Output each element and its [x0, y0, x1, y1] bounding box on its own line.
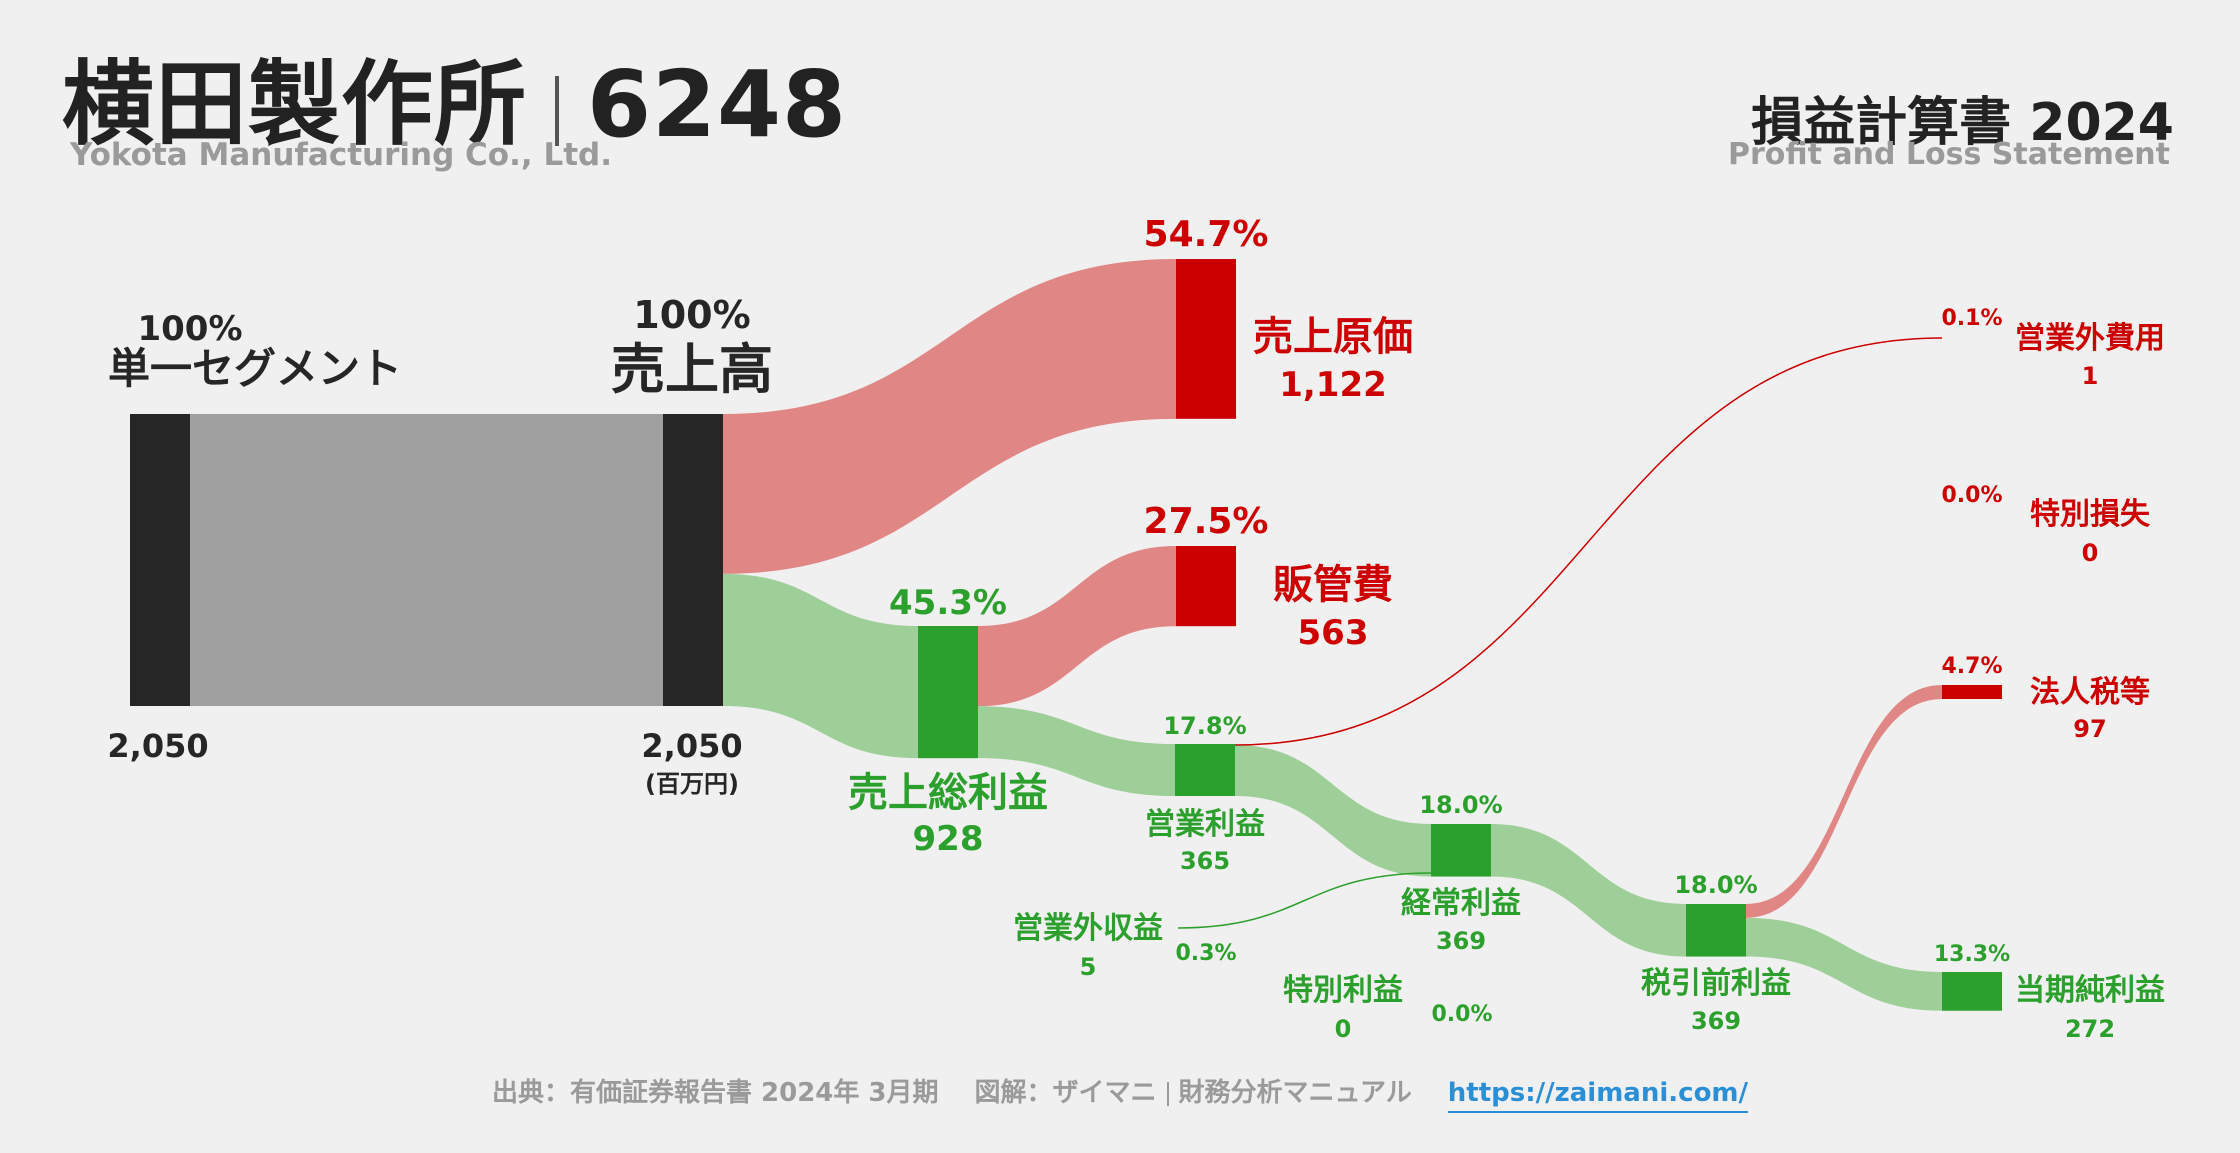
node-bar-pretax-profit — [1686, 904, 1746, 957]
label-revenue-name: 売上高 — [611, 338, 773, 401]
label-pretax-value: 369 — [1691, 1007, 1741, 1035]
company-name-en: Yokota Manufacturing Co., Ltd. — [70, 137, 612, 173]
label-sga-pct: 27.5% — [1144, 501, 1269, 542]
flow-op-ordinary — [1235, 745, 1431, 877]
flow-segment-revenue — [190, 414, 663, 706]
label-cogs-name: 売上原価 — [1253, 314, 1413, 360]
label-ext-income-name: 特別利益 — [1283, 973, 1403, 1008]
label-op-name: 営業利益 — [1145, 807, 1265, 842]
label-pretax-name: 税引前利益 — [1641, 966, 1791, 1001]
label-segment-name: 単一セグメント — [108, 344, 402, 393]
label-gross-value: 928 — [913, 819, 984, 859]
label-tax-pct: 4.7% — [1941, 654, 2002, 679]
label-gross-pct: 45.3% — [889, 583, 1007, 623]
flow-gross-sga — [978, 546, 1176, 707]
label-sga-name: 販管費 — [1273, 562, 1393, 608]
node-bar-revenue — [663, 414, 723, 706]
label-net-name: 当期純利益 — [2015, 973, 2165, 1008]
label-op-pct: 17.8% — [1163, 712, 1246, 740]
node-bar-net-profit — [1942, 972, 2002, 1011]
label-revenue-pct: 100% — [633, 293, 750, 337]
label-gross-name: 売上総利益 — [848, 770, 1048, 816]
label-ext-loss-name: 特別損失 — [2030, 497, 2151, 532]
label-pretax-pct: 18.0% — [1674, 871, 1757, 899]
label-tax-value: 97 — [2073, 715, 2106, 743]
label-tax-name: 法人税等 — [2030, 675, 2150, 710]
node-bar-cogs — [1176, 259, 1236, 419]
statement-title: 損益計算書 2024 — [1751, 93, 2174, 153]
label-nonop-expense-value: 1 — [2082, 362, 2099, 390]
ticker-code: 6248 — [587, 51, 848, 158]
label-ordinary-value: 369 — [1436, 927, 1486, 955]
footer-divider — [1166, 1081, 1169, 1106]
credit-manual: 財務分析マニュアル — [1178, 1078, 1412, 1108]
flow-nonop-income-ordinary — [1177, 872, 1432, 929]
site-link[interactable]: https://zaimani.com/ — [1447, 1078, 1749, 1113]
label-cogs-value: 1,122 — [1279, 365, 1387, 405]
source-note: 出典：有価証券報告書 2024年 3月期 — [491, 1078, 939, 1108]
label-net-pct: 13.3% — [1934, 942, 2010, 967]
footer: 出典：有価証券報告書 2024年 3月期 図解：ザイマニ 財務分析マニュアル http… — [0, 1072, 2240, 1113]
label-segment-pct: 100% — [137, 309, 242, 349]
label-segment-value: 2,050 — [107, 727, 208, 765]
flow-pretax-tax — [1746, 685, 1942, 918]
label-net-value: 272 — [2065, 1015, 2115, 1043]
company-name: 横田製作所 — [62, 51, 528, 158]
label-nonop-income-pct: 0.3% — [1175, 941, 1236, 966]
label-revenue-value: 2,050 — [641, 727, 742, 765]
node-bar-gross-profit — [918, 626, 978, 759]
node-bar-segment — [130, 414, 190, 706]
node-bar-operating-profit — [1175, 744, 1235, 796]
label-nonop-income-value: 5 — [1080, 953, 1097, 981]
label-ext-income-value: 0 — [1335, 1015, 1352, 1043]
label-unit: (百万円) — [645, 770, 739, 798]
label-ext-income-pct: 0.0% — [1431, 1002, 1492, 1027]
label-ordinary-name: 経常利益 — [1401, 886, 1521, 921]
label-ordinary-pct: 18.0% — [1419, 791, 1502, 819]
node-bar-tax — [1942, 685, 2002, 699]
company-title: 横田製作所 6248 — [62, 30, 847, 163]
flow-revenue-cogs — [723, 259, 1176, 574]
label-nonop-expense-name: 営業外費用 — [2015, 321, 2165, 356]
flow-gross-op — [978, 706, 1175, 796]
statement-title-en: Profit and Loss Statement — [1727, 137, 2170, 172]
flow-pretax-net — [1746, 917, 1942, 1011]
title-divider — [555, 75, 560, 146]
label-ext-loss-value: 0 — [2082, 539, 2099, 567]
label-op-value: 365 — [1180, 847, 1230, 875]
label-cogs-pct: 54.7% — [1144, 214, 1269, 255]
node-bar-sga — [1176, 546, 1236, 627]
flow-revenue-gross — [723, 573, 918, 759]
label-ext-loss-pct: 0.0% — [1941, 483, 2002, 508]
flow-op-nonop-expense — [1234, 337, 1943, 746]
label-nonop-income-name: 営業外収益 — [1013, 911, 1163, 946]
label-nonop-expense-pct: 0.1% — [1941, 306, 2002, 331]
label-sga-value: 563 — [1298, 613, 1369, 653]
node-bar-ordinary-profit — [1431, 824, 1491, 877]
credit-site: 図解：ザイマニ — [974, 1078, 1157, 1108]
flow-ordinary-pretax — [1491, 824, 1686, 957]
